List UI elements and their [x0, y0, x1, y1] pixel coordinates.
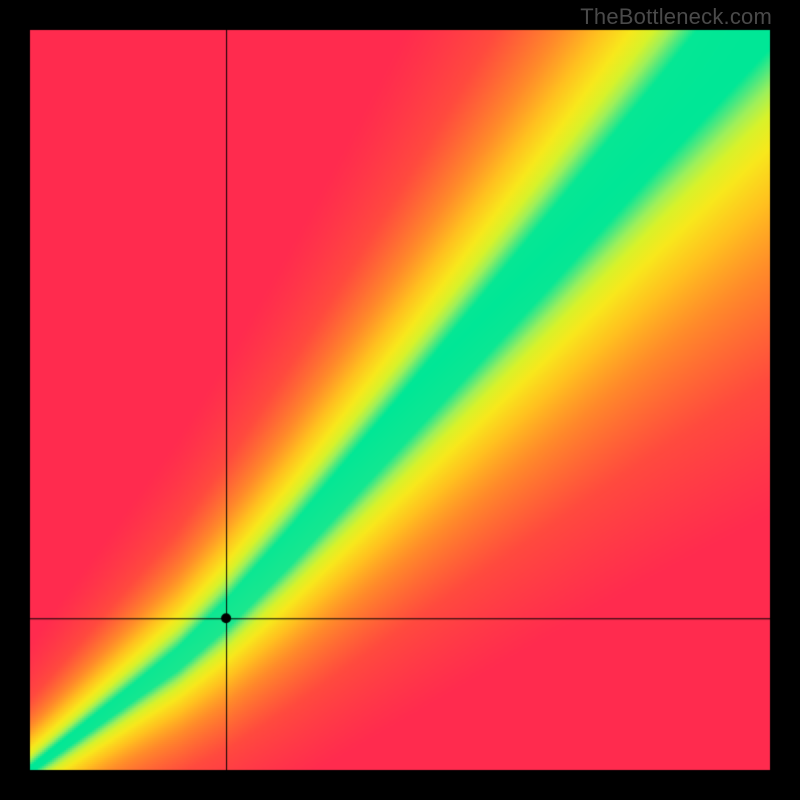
chart-container: TheBottleneck.com — [0, 0, 800, 800]
bottleneck-heatmap — [0, 0, 800, 800]
watermark-text: TheBottleneck.com — [580, 4, 772, 30]
